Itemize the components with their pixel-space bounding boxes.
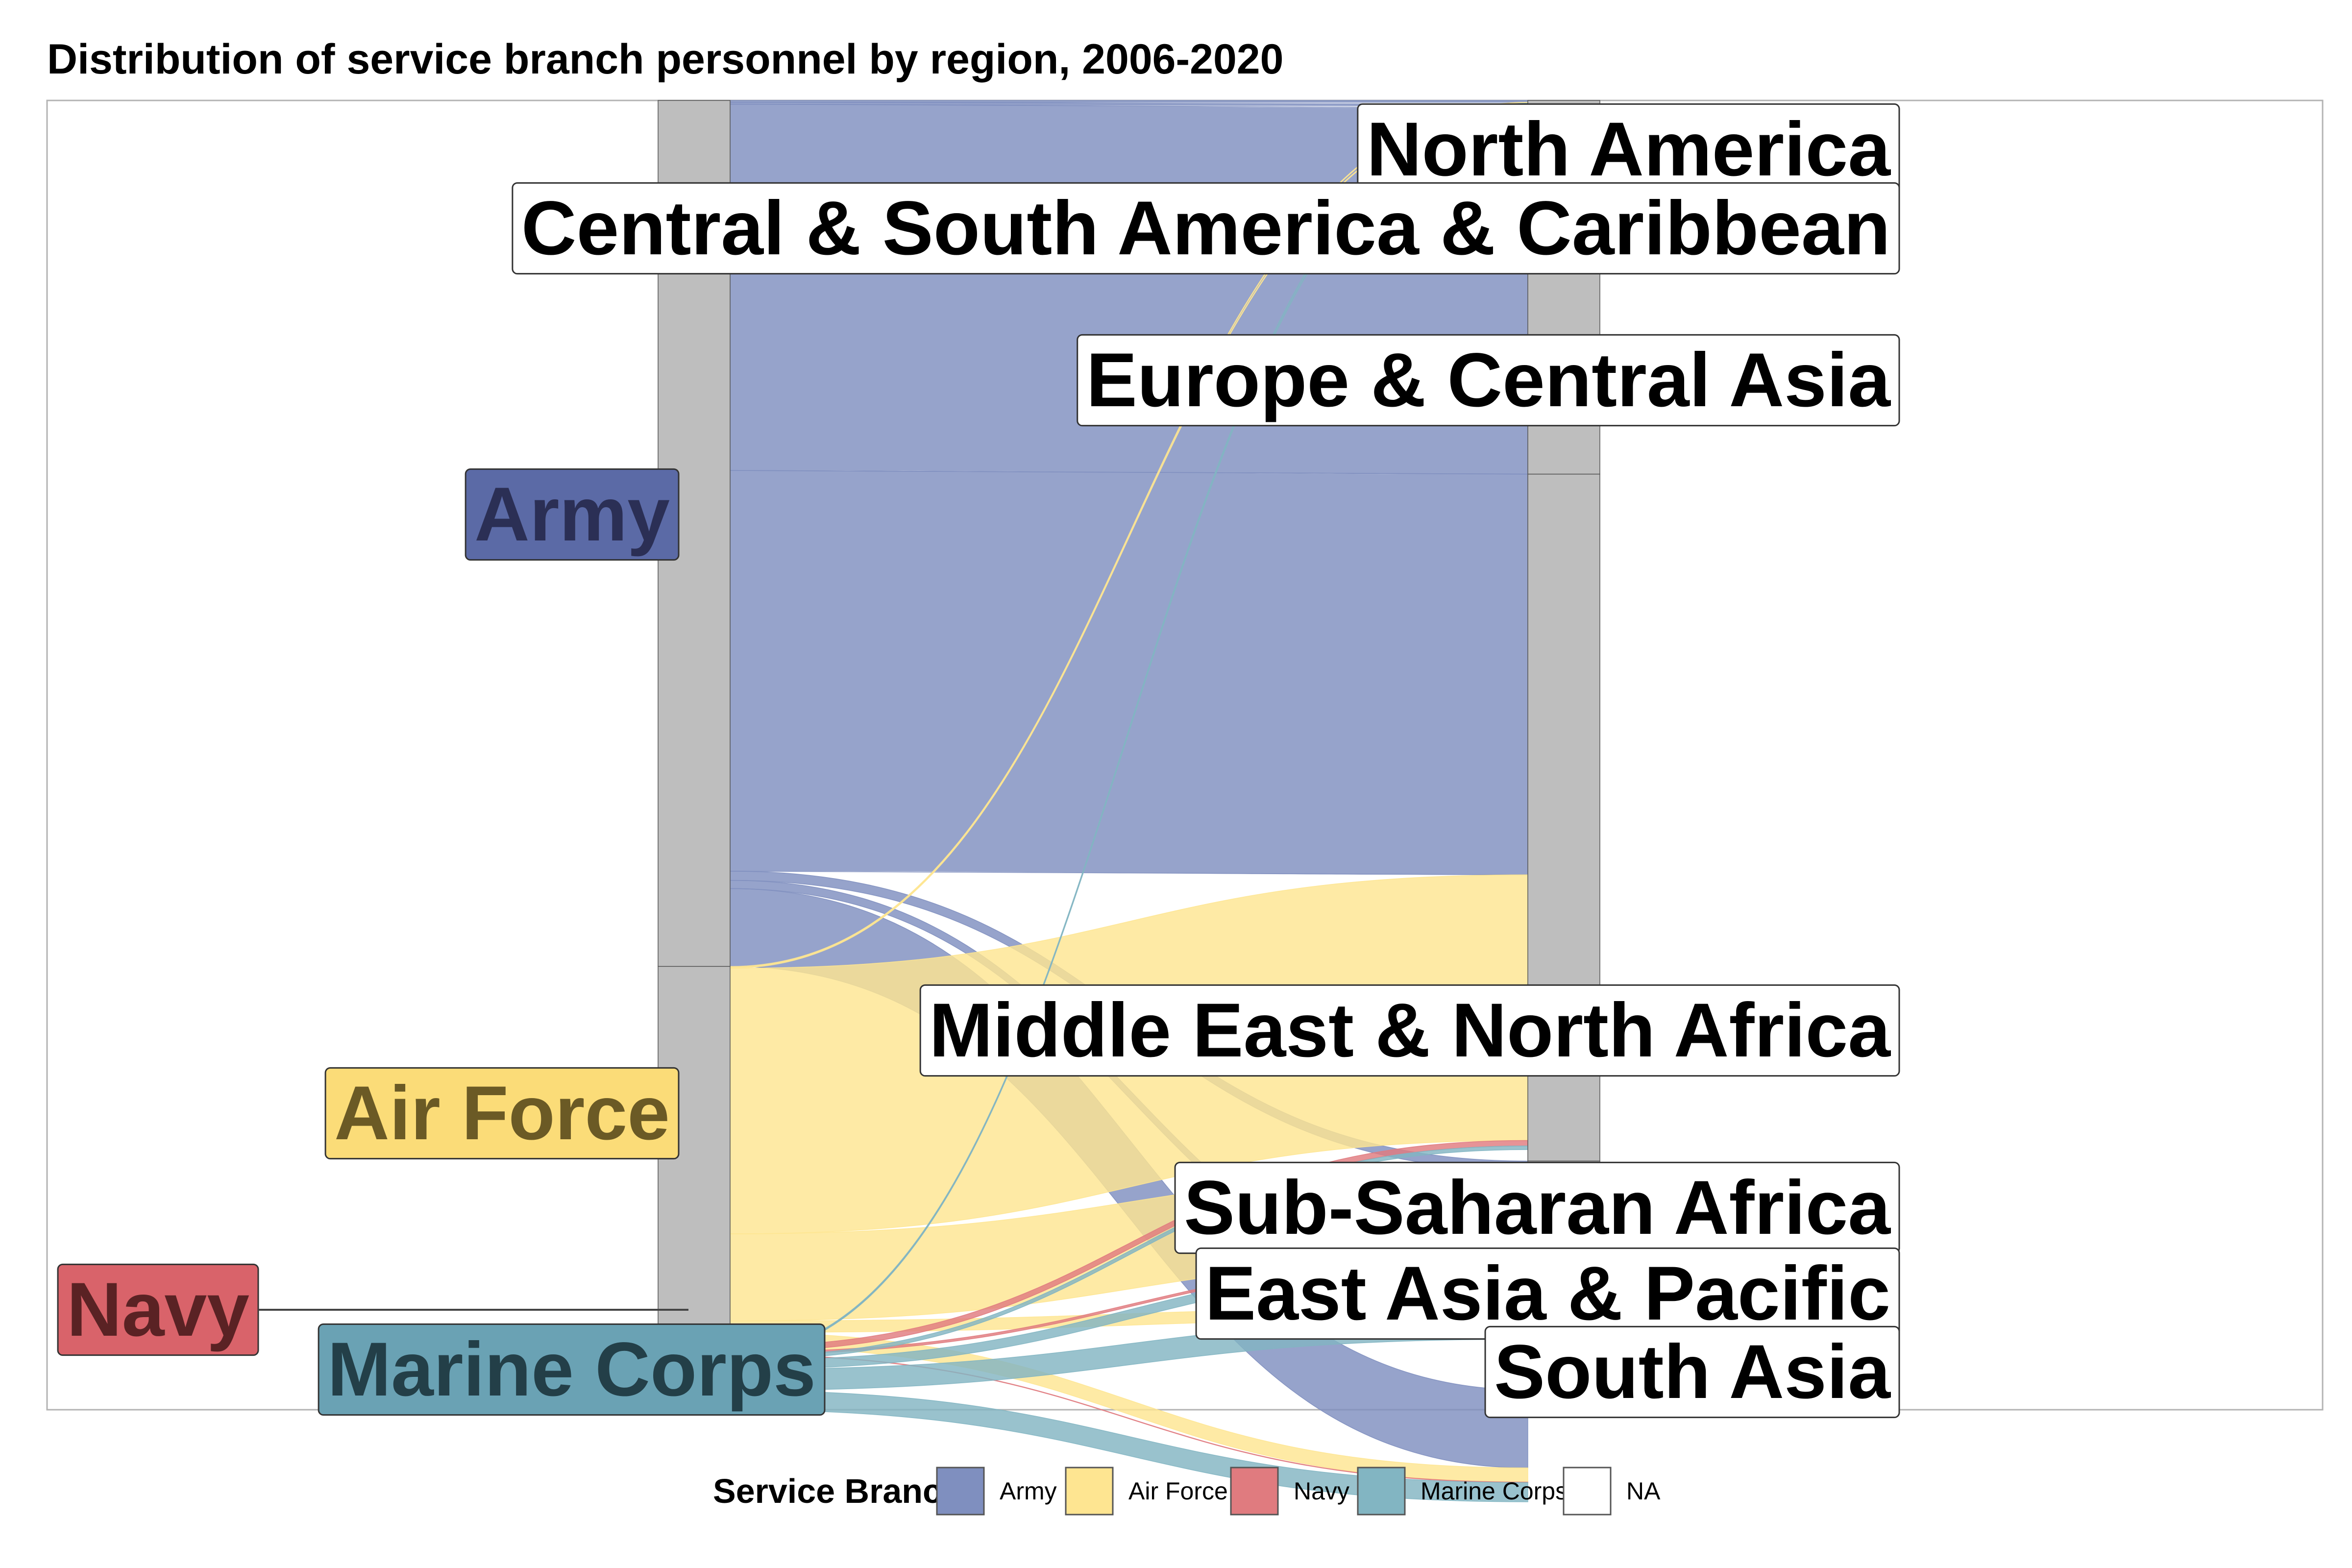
label-europe-and-central-asia-box	[1077, 334, 1900, 427]
legend-swatch-marine-corps	[1357, 1467, 1406, 1516]
legend: Service Branch Army Air Force Navy Marine Co…	[713, 1467, 1661, 1516]
label-central-and-south-america-and-caribbean: Central & South America & Caribbean	[512, 182, 1900, 275]
label-central-and-south-america-and-caribbean-box	[512, 182, 1900, 275]
legend-swatch-na	[1563, 1467, 1612, 1516]
label-air-force-text: Air Force	[334, 1071, 670, 1156]
flow-marine-corps-to-south-asia	[730, 1390, 1528, 1502]
label-marine-corps: Marine Corps	[318, 1323, 826, 1416]
label-east-asia-and-pacific: East Asia & Pacific	[1195, 1247, 1900, 1340]
legend-label-air-force: Air Force	[1128, 1477, 1228, 1505]
legend-swatch-air-force	[1065, 1467, 1114, 1516]
label-middle-east-and-north-africa-box	[919, 984, 1900, 1077]
chart-title: Distribution of service branch personnel…	[47, 36, 1283, 83]
label-north-america-text: North America	[1367, 107, 1891, 192]
legend-title: Service Branch	[713, 1472, 963, 1510]
flow-army-to-middle-east-and-north-africa	[730, 470, 1528, 876]
label-south-asia-text: South Asia	[1494, 1329, 1891, 1415]
legend-label-navy: Navy	[1294, 1477, 1349, 1505]
label-air-force: Air Force	[324, 1067, 680, 1160]
label-europe-and-central-asia: Europe & Central Asia	[1077, 334, 1900, 427]
label-air-force-box	[324, 1067, 680, 1160]
label-navy: Navy	[57, 1263, 688, 1356]
legend-label-na: NA	[1626, 1477, 1661, 1505]
label-army-box	[465, 468, 680, 561]
flow-army-to-north-america	[730, 100, 1528, 103]
legend-swatch-navy	[1230, 1467, 1279, 1516]
label-navy-text: Navy	[67, 1267, 249, 1352]
label-middle-east-and-north-africa: Middle East & North Africa	[919, 984, 1900, 1077]
label-marine-corps-box	[318, 1323, 826, 1416]
label-middle-east-and-north-africa-text: Middle East & North Africa	[929, 988, 1891, 1073]
label-south-asia: South Asia	[1484, 1325, 1900, 1419]
label-north-america: North America	[1357, 103, 1900, 196]
legend-label-marine-corps: Marine Corps	[1421, 1477, 1568, 1505]
label-central-and-south-america-and-caribbean-text: Central & South America & Caribbean	[521, 186, 1890, 271]
label-sub-saharan-africa: Sub-Saharan Africa	[1174, 1161, 1900, 1254]
label-army-text: Army	[474, 472, 670, 557]
label-sub-saharan-africa-text: Sub-Saharan Africa	[1184, 1165, 1891, 1250]
label-army: Army	[465, 468, 680, 561]
label-europe-and-central-asia-text: Europe & Central Asia	[1086, 338, 1891, 423]
legend-swatch-army	[936, 1467, 985, 1516]
label-south-asia-box	[1484, 1325, 1900, 1419]
label-east-asia-and-pacific-text: East Asia & Pacific	[1205, 1251, 1890, 1336]
legend-label-army: Army	[1000, 1477, 1057, 1505]
label-marine-corps-text: Marine Corps	[327, 1327, 816, 1412]
